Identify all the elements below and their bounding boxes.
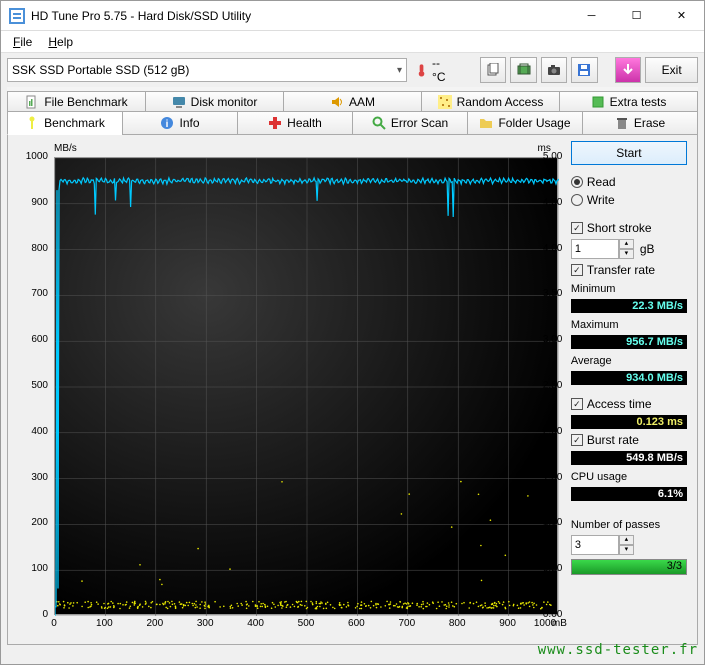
tab-row-top: File Benchmark Disk monitor AAM Random A… — [7, 87, 698, 111]
transfer-rate-check[interactable]: Transfer rate — [571, 263, 687, 277]
temperature-display: -- °C — [415, 56, 455, 84]
tab-benchmark[interactable]: Benchmark — [7, 111, 123, 135]
info-icon: i — [160, 116, 174, 130]
screenshot-button[interactable] — [541, 57, 567, 83]
short-stroke-field[interactable] — [571, 239, 619, 259]
checkbox-on-icon — [571, 222, 583, 234]
spin-up[interactable]: ▴ — [619, 535, 634, 545]
access-value: 0.123 ms — [571, 415, 687, 429]
y-axis-left-unit: MB/s — [54, 143, 77, 154]
speaker-icon — [330, 95, 344, 109]
side-panel: Start Read Write Short stroke ▴▾ gB Tran… — [571, 141, 687, 640]
watermark: www.ssd-tester.fr — [538, 642, 698, 658]
drive-selector[interactable]: SSK SSD Portable SSD (512 gB) ▾ — [7, 58, 407, 82]
maximize-button[interactable]: ☐ — [614, 1, 659, 30]
health-icon — [268, 116, 282, 130]
short-stroke-unit: gB — [640, 242, 655, 256]
menubar: File Help — [1, 31, 704, 53]
checkbox-on-icon — [571, 398, 583, 410]
content-pane: MB/s ms 01002003004005006007008009001000… — [7, 135, 698, 645]
access-time-check[interactable]: Access time — [571, 397, 687, 411]
tab-info[interactable]: iInfo — [122, 111, 238, 135]
tab-random-access[interactable]: Random Access — [421, 91, 560, 111]
write-radio[interactable]: Write — [571, 193, 687, 207]
checkbox-on-icon — [571, 264, 583, 276]
spin-down[interactable]: ▾ — [619, 545, 634, 555]
chart-canvas — [54, 157, 558, 615]
cpu-value: 6.1% — [571, 487, 687, 501]
benchmark-icon — [25, 116, 39, 130]
temperature-value: -- °C — [432, 56, 455, 84]
radio-off-icon — [571, 194, 583, 206]
copy-screenshot-button[interactable] — [510, 57, 536, 83]
tab-folder-usage[interactable]: Folder Usage — [467, 111, 583, 135]
chevron-down-icon: ▾ — [397, 65, 402, 76]
monitor-icon — [172, 95, 186, 109]
scan-icon — [372, 116, 386, 130]
tab-aam[interactable]: AAM — [283, 91, 422, 111]
save-button[interactable] — [571, 57, 597, 83]
folder-icon — [479, 116, 493, 130]
spin-up[interactable]: ▴ — [619, 239, 634, 249]
tab-erase[interactable]: Erase — [582, 111, 698, 135]
app-icon — [9, 8, 25, 24]
window-title: HD Tune Pro 5.75 - Hard Disk/SSD Utility — [31, 9, 569, 23]
copy-info-button[interactable] — [480, 57, 506, 83]
maximum-value: 956.7 MB/s — [571, 335, 687, 349]
chart: MB/s ms 01002003004005006007008009001000… — [16, 141, 563, 641]
burst-rate-check[interactable]: Burst rate — [571, 433, 687, 447]
passes-progress: 3/3 — [571, 559, 687, 575]
tab-row-bottom: Benchmark iInfo Health Error Scan Folder… — [7, 111, 698, 135]
erase-icon — [615, 116, 629, 130]
passes-progress-text: 3/3 — [667, 560, 682, 572]
svg-text:i: i — [166, 119, 169, 130]
tab-error-scan[interactable]: Error Scan — [352, 111, 468, 135]
tab-extra-tests[interactable]: Extra tests — [559, 91, 698, 111]
close-button[interactable]: ✕ — [659, 1, 704, 30]
toolbar: SSK SSD Portable SSD (512 gB) ▾ -- °C Ex… — [1, 53, 704, 87]
checkbox-on-icon — [571, 434, 583, 446]
minimize-button[interactable]: ─ — [569, 1, 614, 30]
tab-disk-monitor[interactable]: Disk monitor — [145, 91, 284, 111]
exit-button[interactable]: Exit — [645, 57, 698, 83]
window-controls: ─ ☐ ✕ — [569, 1, 704, 30]
tab-file-benchmark[interactable]: File Benchmark — [7, 91, 146, 111]
spin-down[interactable]: ▾ — [619, 249, 634, 259]
thermometer-icon — [415, 63, 428, 77]
x-axis-unit: mB — [552, 618, 567, 629]
burst-value: 549.8 MB/s — [571, 451, 687, 465]
short-stroke-input[interactable]: ▴▾ — [571, 239, 634, 259]
read-radio[interactable]: Read — [571, 175, 687, 189]
maximum-label: Maximum — [571, 319, 687, 331]
file-benchmark-icon — [25, 95, 39, 109]
short-stroke-check[interactable]: Short stroke — [571, 221, 687, 235]
random-icon — [438, 95, 452, 109]
options-button[interactable] — [615, 57, 641, 83]
cpu-label: CPU usage — [571, 471, 687, 483]
average-value: 934.0 MB/s — [571, 371, 687, 385]
extra-icon — [591, 95, 605, 109]
drive-selector-text: SSK SSD Portable SSD (512 gB) — [12, 63, 189, 77]
minimum-label: Minimum — [571, 283, 687, 295]
passes-label: Number of passes — [571, 519, 687, 531]
passes-input[interactable]: ▴▾ — [571, 535, 687, 555]
minimum-value: 22.3 MB/s — [571, 299, 687, 313]
start-button[interactable]: Start — [571, 141, 687, 165]
average-label: Average — [571, 355, 687, 367]
menu-file[interactable]: File — [7, 33, 38, 51]
tab-health[interactable]: Health — [237, 111, 353, 135]
passes-field[interactable] — [571, 535, 619, 555]
menu-help[interactable]: Help — [42, 33, 79, 51]
radio-on-icon — [571, 176, 583, 188]
titlebar: HD Tune Pro 5.75 - Hard Disk/SSD Utility… — [1, 1, 704, 31]
